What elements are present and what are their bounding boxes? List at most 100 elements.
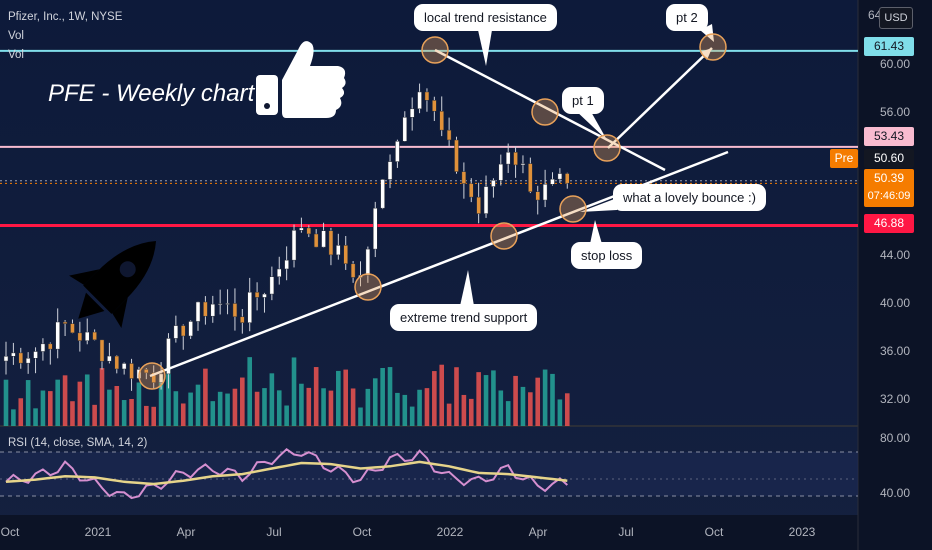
x-tick-jul-2022: Jul <box>618 525 634 539</box>
volume-bar <box>513 375 518 426</box>
volume-bar <box>3 379 9 426</box>
annotation-stop-loss[interactable]: stop loss <box>571 242 643 269</box>
candle-body <box>498 163 504 181</box>
volume-bar <box>336 370 341 426</box>
target-circle-2 <box>490 222 518 250</box>
target-circle-0 <box>138 362 166 390</box>
premarket-badge: Pre <box>830 149 858 168</box>
volume-bar <box>417 389 422 426</box>
x-tick-oct-2022: Oct <box>704 525 724 539</box>
volume-bar <box>557 399 563 426</box>
volume-bar <box>468 398 474 426</box>
candle-body <box>11 352 16 357</box>
x-tick-oct-2020: Oct <box>0 525 20 539</box>
volume-bar <box>40 390 46 426</box>
candle-body <box>269 276 275 295</box>
candle-body <box>3 356 9 362</box>
volume-bar <box>144 405 149 426</box>
annotation-resistance[interactable]: local trend resistance <box>414 4 557 31</box>
candle-body <box>151 372 156 383</box>
candle-body <box>313 233 319 248</box>
support-pointer <box>460 270 474 306</box>
candle-body <box>144 369 149 374</box>
volume-bar <box>232 388 238 426</box>
volume-bar <box>528 392 533 426</box>
y-tick-40: 40.00 <box>879 296 910 310</box>
candle-body <box>240 316 245 323</box>
candle-body <box>55 321 60 350</box>
candle-body <box>395 141 400 162</box>
candle-body <box>491 180 496 187</box>
candle-body <box>321 230 326 248</box>
x-tick-2021: 2021 <box>84 525 112 539</box>
annotation-support[interactable]: extreme trend support <box>390 304 538 331</box>
currency-button[interactable]: USD <box>879 7 913 29</box>
candle-body <box>291 230 297 261</box>
pt2-arrow-line <box>607 47 713 149</box>
volume-bar <box>343 369 349 426</box>
candle-body <box>350 263 356 278</box>
volume-bar <box>550 373 555 426</box>
volume-bar <box>313 367 319 426</box>
resistance-pointer <box>478 30 492 66</box>
volume-bar <box>107 389 112 426</box>
candle-body <box>62 321 68 324</box>
volume-bar <box>446 403 452 426</box>
candle-body <box>247 291 252 323</box>
candle-body <box>343 245 348 265</box>
annotation-pt1[interactable]: pt 1 <box>562 87 604 114</box>
rsi-legend[interactable]: RSI (14, close, SMA, 14, 2) <box>8 437 148 449</box>
candle-body <box>18 352 24 364</box>
volume-bar <box>92 404 97 426</box>
candle-body <box>446 129 452 141</box>
pt2-arrowhead <box>700 48 712 60</box>
volume-bar <box>276 390 282 426</box>
volume-bar <box>535 377 541 426</box>
volume-bar <box>173 391 179 426</box>
candle-body <box>262 293 267 298</box>
candle-body <box>92 331 97 341</box>
volume-bar <box>25 380 31 426</box>
volume-bar <box>55 379 60 426</box>
volume-bar <box>424 388 430 426</box>
rsi-sma-line <box>5 460 568 486</box>
candle-body <box>432 100 437 112</box>
volume-bar <box>225 393 230 426</box>
candle-body <box>188 321 193 337</box>
y-tick-32: 32.00 <box>879 392 910 406</box>
annotation-pt2[interactable]: pt 2 <box>666 4 708 31</box>
target-circle-5 <box>593 134 621 162</box>
volume-bar <box>18 398 24 426</box>
volume-bar <box>70 401 75 426</box>
volume-bar <box>395 392 400 426</box>
volume-bar <box>166 365 171 426</box>
volume-label-1[interactable]: Vol <box>8 30 24 42</box>
x-tick-apr-2021: Apr <box>176 525 196 539</box>
volume-bar <box>432 371 437 426</box>
candle-body <box>121 363 127 370</box>
candle-body <box>166 338 171 375</box>
volume-bar <box>380 367 385 426</box>
symbol-info[interactable]: Pfizer, Inc., 1W, NYSE <box>8 11 123 23</box>
volume-bar <box>299 383 304 426</box>
candle-body <box>299 227 304 231</box>
volume-bar <box>180 403 186 426</box>
candle-body <box>439 110 444 131</box>
candle-body <box>505 151 511 165</box>
annotation-bounce[interactable]: what a lovely bounce :) <box>613 184 766 211</box>
volume-bar <box>321 388 326 426</box>
candle-body <box>469 183 474 198</box>
candle-body <box>173 325 179 339</box>
candle-body <box>373 207 378 250</box>
price-tag-stop: 46.88 <box>864 214 914 233</box>
candle-body <box>328 230 334 256</box>
volume-label-2[interactable]: Vol <box>8 49 24 61</box>
y-tick-36: 36.00 <box>879 344 910 358</box>
candle-body <box>365 248 371 276</box>
x-tick-apr-2022: Apr <box>528 525 548 539</box>
x-tick-2023: 2023 <box>788 525 816 539</box>
last-price-value: 50.39 <box>873 171 905 185</box>
candle-body <box>424 91 430 101</box>
volume-bar <box>306 387 312 426</box>
